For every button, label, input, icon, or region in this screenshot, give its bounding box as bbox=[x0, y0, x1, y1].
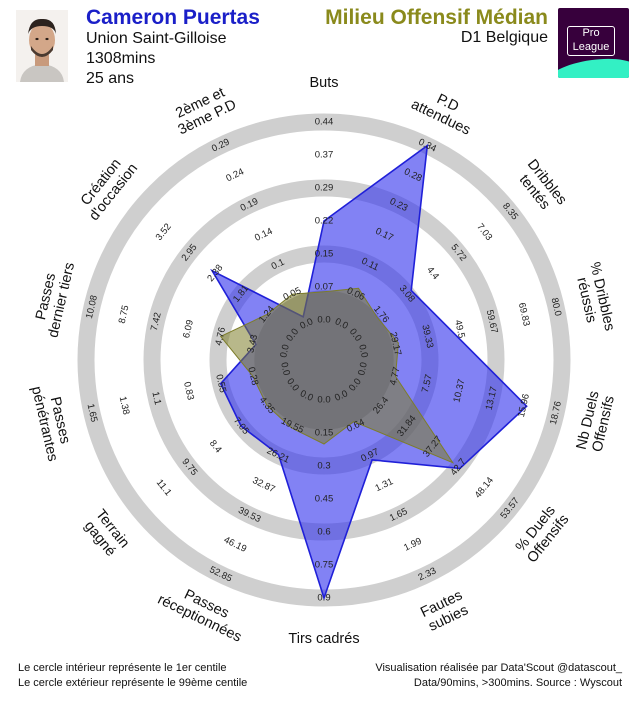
axis-category-label: Passespénétrantes bbox=[28, 381, 76, 463]
axis-tick-label: 1.38 bbox=[117, 395, 132, 415]
axis-tick-label: 0.55 bbox=[213, 373, 228, 393]
axis-tick-label: 7.42 bbox=[149, 311, 164, 331]
axis-tick-label: 48.14 bbox=[473, 475, 496, 500]
axis-tick-label: 0.24 bbox=[224, 166, 245, 184]
axis-tick-label: 13.17 bbox=[484, 385, 500, 411]
axis-category-label: Fautessubies bbox=[418, 587, 472, 635]
axis-tick-label: 0.0 bbox=[317, 395, 330, 406]
axis-category-label: 2ème et3ème P.D bbox=[169, 82, 239, 138]
axis-category-label: % DuelsOffensifs bbox=[512, 502, 573, 566]
axis-tick-label: 0.28 bbox=[245, 366, 260, 386]
axis-tick-label: 4.76 bbox=[213, 326, 228, 346]
axis-tick-label: 0.75 bbox=[315, 560, 334, 571]
axis-category-label: Tirs cadrés bbox=[288, 631, 359, 647]
axis-category-label: Nb DuelsOffensifs bbox=[574, 389, 619, 454]
average-polygon bbox=[219, 287, 455, 464]
axis-tick-label: 1.1 bbox=[149, 391, 163, 406]
axis-tick-label: 0.44 bbox=[315, 117, 334, 128]
axis-tick-label: 4.77 bbox=[388, 366, 403, 386]
axis-tick-label: 0.29 bbox=[315, 183, 334, 194]
axis-tick-label: 0.9 bbox=[317, 593, 330, 604]
axis-tick-label: 29.17 bbox=[387, 331, 403, 357]
axis-tick-label: 46.19 bbox=[222, 535, 248, 555]
axis-tick-label: 0.0 bbox=[278, 343, 292, 358]
axis-category-label: Terraingagné bbox=[80, 507, 133, 562]
axis-tick-label: 0.0 bbox=[333, 388, 350, 404]
axis-tick-label: 0.83 bbox=[181, 381, 196, 401]
axis-category-label: % Dribblesréussis bbox=[571, 261, 618, 336]
minutes-played: 1308mins bbox=[86, 50, 156, 67]
axis-tick-label: 3.52 bbox=[154, 222, 174, 243]
axis-tick-label: 0.0 bbox=[298, 388, 315, 404]
source-line: Data/90mins, >300mins. Source : Wyscout bbox=[413, 677, 622, 689]
axis-tick-label: 32.87 bbox=[251, 475, 277, 495]
axis-tick-label: 0.07 bbox=[315, 282, 334, 293]
axis-tick-label: 7.57 bbox=[420, 373, 435, 393]
axis-tick-label: 0.22 bbox=[315, 216, 334, 227]
axis-category-label: Buts bbox=[309, 75, 338, 91]
axis-tick-label: 11.1 bbox=[154, 477, 174, 498]
axis-tick-label: 4.4 bbox=[424, 265, 441, 282]
axis-tick-label: 3.43 bbox=[245, 334, 260, 354]
pro-league-logo: Pro League bbox=[558, 8, 629, 78]
footnote-outer-circle: Le cercle extérieur représente le 99ème … bbox=[18, 677, 248, 689]
axis-tick-label: 1.65 bbox=[85, 403, 100, 423]
axis-category-label: Passesdernier tiers bbox=[30, 257, 78, 339]
axis-tick-label: 0.45 bbox=[315, 494, 334, 505]
axis-tick-label: 0.3 bbox=[317, 461, 330, 472]
logo-text-pro: Pro bbox=[582, 27, 600, 39]
axis-tick-label: 1.31 bbox=[374, 476, 395, 494]
axis-category-label-line: Tirs cadrés bbox=[288, 631, 359, 647]
axis-category-label-line: Buts bbox=[309, 75, 338, 91]
axis-tick-label: 15.96 bbox=[516, 393, 532, 419]
axis-tick-label: 0.6 bbox=[317, 527, 330, 538]
league-name: D1 Belgique bbox=[460, 29, 548, 46]
axis-tick-label: 39.33 bbox=[419, 324, 435, 350]
axis-tick-label: 0.0 bbox=[298, 316, 315, 332]
axis-tick-label: 0.0 bbox=[356, 361, 370, 376]
player-avatar bbox=[16, 10, 68, 82]
axis-tick-label: 0.37 bbox=[315, 150, 334, 161]
logo-frame bbox=[567, 26, 615, 56]
footnote-inner-circle: Le cercle intérieur représente le 1er ce… bbox=[18, 662, 227, 674]
axis-tick-label: 1.99 bbox=[402, 536, 423, 554]
logo-swoosh bbox=[558, 53, 629, 78]
axis-tick-label: 0.15 bbox=[315, 428, 334, 439]
axis-tick-label: 0.14 bbox=[253, 226, 274, 244]
axis-tick-label: 8.75 bbox=[117, 304, 132, 324]
axis-category-label: Dribblestentés bbox=[511, 157, 569, 219]
axis-tick-label: 69.83 bbox=[516, 302, 532, 328]
axis-tick-label: 18.76 bbox=[548, 400, 564, 426]
axis-tick-label: 59.67 bbox=[484, 309, 500, 335]
axis-category-label: P.Dattendues bbox=[409, 82, 480, 138]
player-name: Cameron Puertas bbox=[86, 6, 260, 29]
axis-tick-label: 6.09 bbox=[181, 319, 196, 339]
axis-tick-label: 0.0 bbox=[333, 316, 350, 332]
axis-tick-label: 7.03 bbox=[474, 222, 494, 243]
credit-line: Visualisation réalisée par Data'Scout @d… bbox=[375, 662, 622, 674]
team-name: Union Saint-Gilloise bbox=[86, 30, 227, 47]
logo-text-league: League bbox=[572, 41, 610, 53]
axis-tick-label: 10.08 bbox=[84, 294, 100, 320]
axis-tick-label: 10.37 bbox=[451, 378, 467, 404]
axis-tick-label: 8.4 bbox=[207, 438, 224, 455]
axis-tick-label: 80.0 bbox=[549, 297, 564, 317]
axis-tick-label: 0.0 bbox=[317, 315, 330, 326]
axis-tick-label: 0.0 bbox=[278, 361, 292, 376]
axis-tick-label: 0.1 bbox=[270, 257, 287, 273]
axis-tick-label: 49.5 bbox=[452, 319, 467, 339]
axis-tick-label: 0.15 bbox=[315, 249, 334, 260]
player-age: 25 ans bbox=[86, 70, 135, 87]
position-title: Milieu Offensif Médian bbox=[325, 6, 548, 29]
axis-tick-label: 0.0 bbox=[356, 343, 370, 358]
